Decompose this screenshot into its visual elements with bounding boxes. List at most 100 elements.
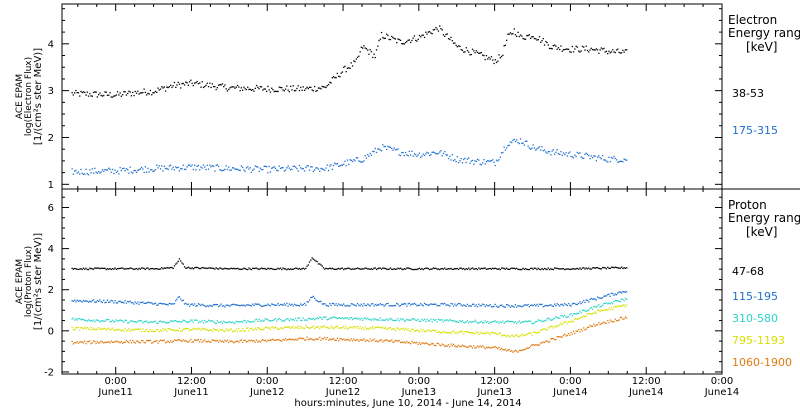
data-point	[127, 267, 129, 270]
data-point	[423, 302, 426, 304]
data-point	[295, 338, 297, 340]
data-point	[454, 320, 456, 322]
data-point	[411, 303, 413, 305]
data-point	[396, 319, 398, 321]
data-point	[600, 305, 602, 307]
data-point	[168, 321, 170, 323]
data-point	[502, 348, 504, 351]
data-point	[608, 156, 610, 158]
data-point	[271, 267, 273, 270]
x-tick-label-day: June12	[325, 387, 361, 398]
x-tick-label-day: June14	[628, 387, 664, 398]
data-point	[473, 303, 475, 305]
data-point	[552, 327, 554, 329]
data-point	[301, 89, 303, 91]
data-point	[590, 297, 592, 300]
data-point	[576, 151, 578, 154]
data-point	[460, 267, 462, 269]
data-point	[586, 326, 589, 329]
data-point	[373, 338, 375, 340]
data-point	[295, 89, 297, 92]
data-point	[514, 321, 517, 323]
data-point	[489, 347, 491, 349]
data-point	[159, 339, 162, 341]
data-point	[509, 141, 512, 143]
data-point	[283, 326, 285, 328]
data-point	[473, 163, 475, 165]
data-point	[398, 154, 400, 156]
series-310-580	[71, 297, 628, 325]
data-point	[181, 262, 183, 264]
data-point	[296, 339, 298, 341]
data-point	[282, 89, 284, 91]
data-point	[113, 321, 115, 323]
data-point	[215, 303, 217, 306]
data-point	[618, 300, 620, 302]
data-point	[490, 268, 493, 270]
data-point	[363, 268, 365, 270]
data-point	[231, 331, 234, 333]
data-point	[446, 268, 448, 270]
data-point	[139, 92, 141, 94]
data-point	[298, 267, 301, 270]
data-point	[610, 266, 613, 268]
data-point	[574, 268, 576, 270]
data-point	[575, 303, 577, 306]
data-point	[307, 301, 309, 303]
data-point	[617, 267, 619, 269]
data-point	[485, 346, 488, 349]
data-point	[138, 267, 140, 269]
data-point	[148, 171, 150, 173]
data-point	[278, 339, 280, 341]
data-point	[578, 50, 580, 52]
data-point	[594, 298, 596, 300]
data-point	[302, 317, 304, 319]
data-point	[154, 268, 157, 270]
data-point	[229, 340, 231, 342]
data-point	[524, 38, 527, 40]
data-point	[282, 304, 284, 306]
data-point	[459, 320, 461, 322]
data-point	[181, 330, 183, 332]
data-point	[239, 268, 241, 270]
data-point	[99, 341, 101, 344]
data-point	[466, 49, 469, 52]
data-point	[274, 339, 277, 341]
data-point	[487, 305, 489, 307]
data-point	[504, 268, 506, 270]
data-point	[427, 304, 429, 306]
data-point	[464, 331, 466, 333]
data-point	[96, 300, 98, 302]
data-point	[146, 302, 148, 304]
data-point	[139, 168, 141, 170]
data-point	[312, 339, 314, 341]
data-point	[98, 320, 100, 322]
data-point	[354, 61, 356, 63]
data-point	[243, 267, 245, 269]
data-point	[293, 90, 296, 92]
data-point	[183, 319, 186, 322]
data-point	[216, 164, 218, 166]
data-point	[135, 328, 138, 330]
data-point	[543, 44, 546, 46]
data-point	[351, 160, 354, 163]
data-point	[542, 306, 544, 308]
data-point	[406, 329, 408, 331]
data-point	[547, 151, 549, 153]
data-point	[171, 168, 173, 170]
data-point	[585, 310, 587, 312]
data-point	[475, 50, 477, 52]
data-point	[310, 318, 312, 320]
data-point	[223, 320, 225, 323]
data-point	[608, 302, 610, 304]
data-point	[79, 95, 81, 97]
data-point	[170, 164, 172, 166]
data-point	[564, 48, 566, 51]
data-point	[135, 302, 138, 305]
data-point	[504, 334, 506, 337]
data-point	[168, 165, 170, 167]
data-point	[334, 316, 336, 318]
data-point	[77, 326, 80, 328]
data-point	[562, 316, 565, 318]
data-point	[92, 91, 95, 94]
